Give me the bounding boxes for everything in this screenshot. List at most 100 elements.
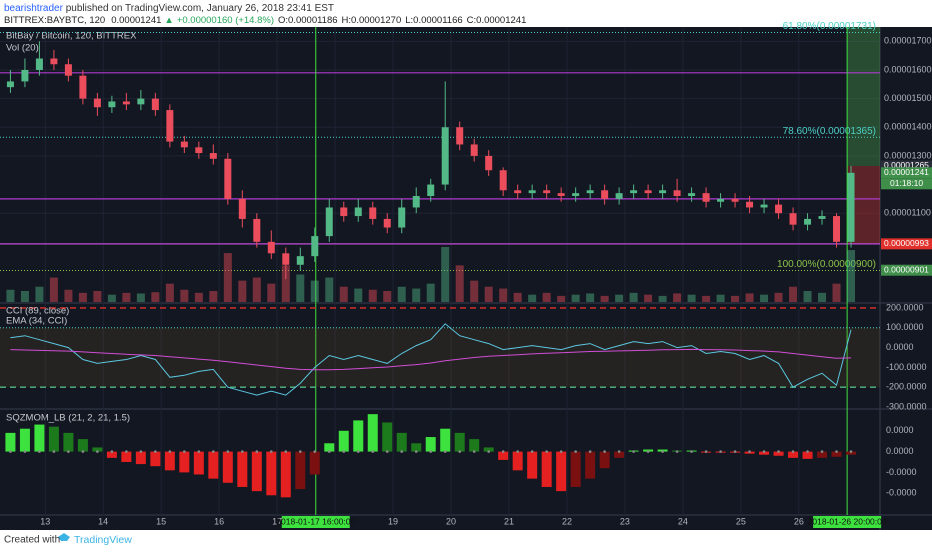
volume-bar (122, 292, 131, 302)
volume-bar (281, 265, 290, 302)
mom-dot (125, 450, 128, 453)
mom-dot (777, 450, 780, 453)
y-tick-label: 100.0000 (886, 322, 924, 332)
y-tick-label: -300.0000 (886, 401, 927, 411)
candle-body (717, 198, 725, 202)
author[interactable]: bearishtrader (4, 3, 64, 14)
mom-bar (498, 451, 509, 460)
candle-body (485, 155, 493, 171)
candle-body (151, 98, 159, 111)
volume-bar (107, 294, 116, 302)
header-bg (0, 0, 932, 27)
mom-dot (719, 450, 722, 453)
mom-bar (425, 437, 436, 452)
mom-dot (762, 450, 766, 453)
volume-bar (151, 292, 160, 302)
y-tick-label: 0.00001700 (884, 36, 932, 46)
mom-bar (454, 432, 465, 452)
mom-dot (356, 450, 360, 453)
y-tick-label: 200.0000 (886, 302, 924, 312)
y-tick-label: -0.0000 (886, 488, 917, 498)
candle-body (180, 141, 188, 148)
mom-bar (512, 451, 523, 471)
mom-bar (179, 451, 190, 473)
mom-bar (759, 451, 770, 455)
x-tick-label: 13 (40, 516, 50, 526)
candle-body (64, 64, 72, 76)
mom-bar (63, 432, 74, 452)
mom-dot (748, 450, 751, 453)
x-tick-label: 23 (620, 516, 630, 526)
mom-dot (270, 450, 273, 453)
mom-dot (574, 450, 577, 453)
mom-dot (67, 450, 70, 453)
x-tick-label: 24 (678, 516, 688, 526)
y-tick-label: 0.0000 (886, 342, 914, 352)
footer-brand[interactable]: TradingView (74, 534, 132, 546)
close: C:0.00001241 (467, 15, 527, 26)
volume-bar (470, 280, 479, 302)
mom-bar (599, 451, 610, 469)
x-tick-label: 16 (214, 516, 224, 526)
candle-body (731, 198, 739, 202)
candle-body (441, 127, 449, 185)
candle-body (354, 207, 362, 217)
mom-bar (541, 451, 552, 487)
mom-dot (139, 450, 143, 453)
open: O:0.00001186 (278, 15, 338, 26)
mom-dot (154, 450, 157, 453)
candle-body (108, 101, 116, 108)
candle-body (847, 172, 855, 242)
cci-legend: EMA (34, CCI) (6, 316, 67, 327)
price-label: 0.00000901 (884, 264, 929, 274)
price-label-box (881, 238, 932, 250)
volume-bar (412, 288, 421, 302)
mom-bar (19, 428, 30, 452)
fib-label: 100.00%(0.00000900) (777, 259, 876, 270)
mom-dot (849, 450, 853, 453)
mom-dot (443, 450, 447, 453)
candle-body (122, 101, 130, 105)
volume-bar (789, 286, 798, 302)
candle-body (253, 218, 261, 242)
x-tick-label: 25 (736, 516, 746, 526)
change: +0.00000160 (+14.8%) (177, 15, 274, 26)
mom-bar (150, 451, 161, 467)
volume-bar (600, 295, 609, 302)
mom-bar (353, 420, 364, 452)
price-label: 0.00001265 (884, 160, 929, 170)
mom-dot (632, 450, 635, 453)
marker-box (281, 516, 350, 528)
volume-bar (180, 289, 189, 302)
volume-bar (238, 280, 247, 302)
x-tick-label: 15 (156, 516, 166, 526)
volume-bar (194, 292, 203, 302)
candle-body (398, 207, 406, 228)
volume-bar (455, 265, 464, 302)
mom-bar (135, 451, 146, 465)
mom-dot (342, 450, 346, 453)
mom-bar (237, 451, 248, 487)
y-tick-label: -100.0000 (886, 362, 927, 372)
mom-dot (183, 450, 186, 453)
mom-bar (527, 451, 538, 479)
mom-dot (690, 450, 693, 453)
mom-bar (193, 451, 204, 475)
candle-body (166, 110, 174, 142)
y-tick-label: 0.0000 (886, 425, 914, 435)
mom-dot (835, 450, 838, 453)
countdown-box (881, 178, 932, 190)
volume-bar (731, 295, 740, 302)
x-tick-label: 20 (446, 516, 456, 526)
candle-body (224, 158, 232, 199)
position-profit (847, 27, 880, 166)
mom-bar (773, 451, 784, 456)
marker-label: 2018-01-26 20:00:00 (808, 516, 887, 526)
volume-bar (499, 288, 508, 302)
candle-body (137, 98, 145, 105)
mom-dot (530, 450, 534, 453)
mom-bar (396, 432, 407, 452)
mom-bar (5, 432, 16, 452)
mom-bar (570, 451, 581, 487)
mom-dot (559, 450, 563, 453)
